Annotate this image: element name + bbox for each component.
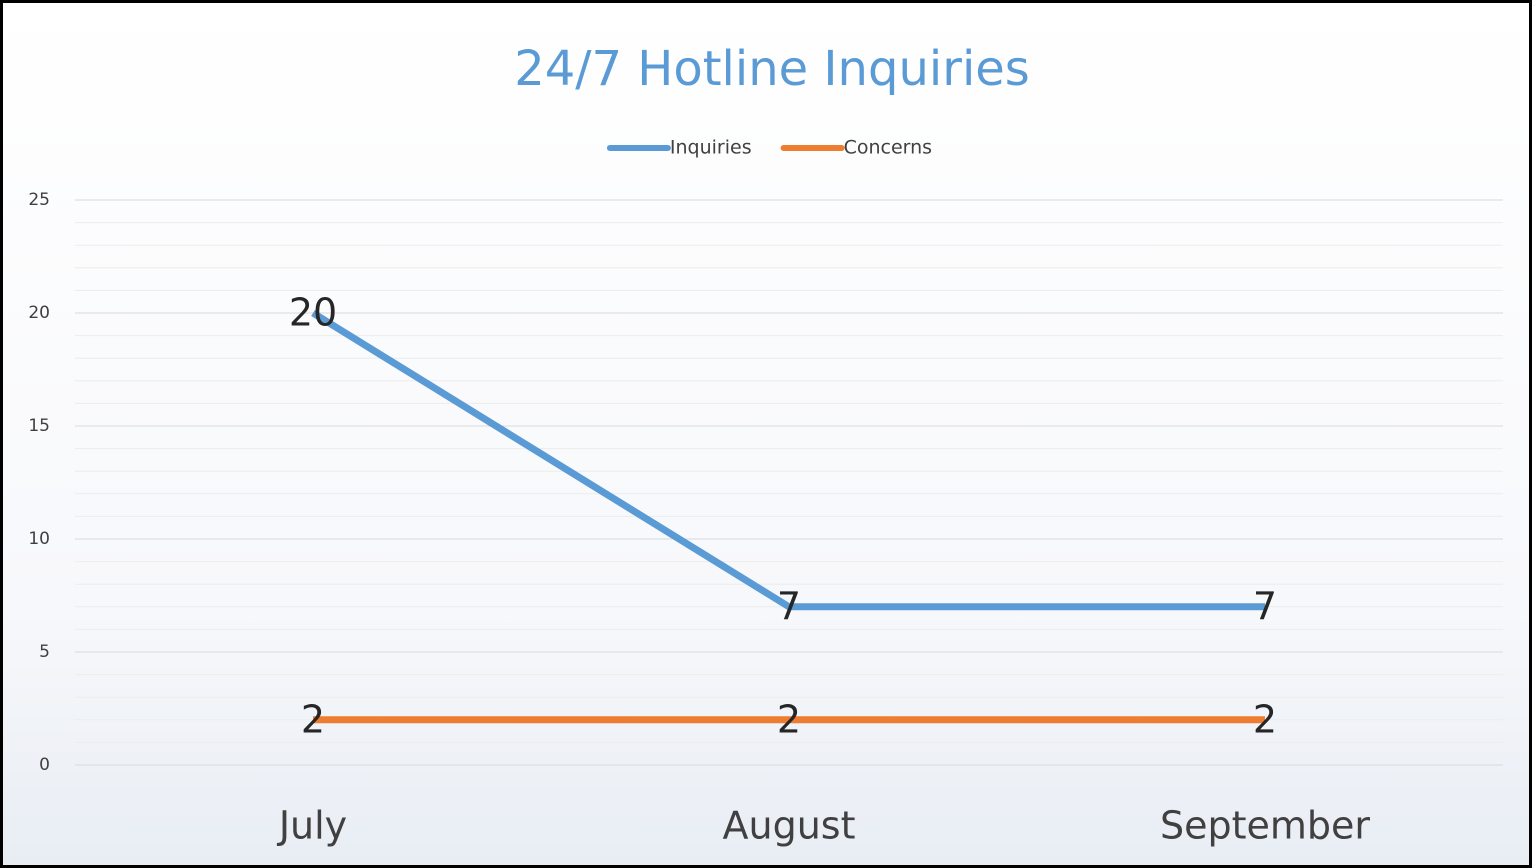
legend-label: Concerns [844, 137, 933, 159]
grid [75, 199, 1503, 766]
data-label: 7 [777, 584, 801, 628]
y-tick-label: 25 [28, 190, 50, 210]
x-tick-label: September [1160, 804, 1370, 848]
y-tick-label: 5 [39, 642, 50, 662]
y-tick-label: 10 [28, 529, 50, 549]
chart-title: 24/7 Hotline Inquiries [514, 41, 1030, 97]
data-label: 20 [289, 291, 337, 335]
legend-label: Inquiries [670, 137, 752, 159]
plot: 20 7 7 2 2 2 [289, 291, 1277, 742]
y-tick-label: 20 [28, 303, 50, 323]
data-label: 2 [301, 697, 325, 741]
data-label: 2 [1253, 697, 1277, 741]
x-tick-label: August [723, 804, 856, 848]
y-tick-label: 15 [28, 416, 50, 436]
data-label: 2 [777, 697, 801, 741]
data-label: 7 [1253, 584, 1277, 628]
x-tick-label: July [277, 804, 347, 848]
series-line [311, 310, 1265, 611]
y-tick-label: 0 [39, 755, 50, 775]
